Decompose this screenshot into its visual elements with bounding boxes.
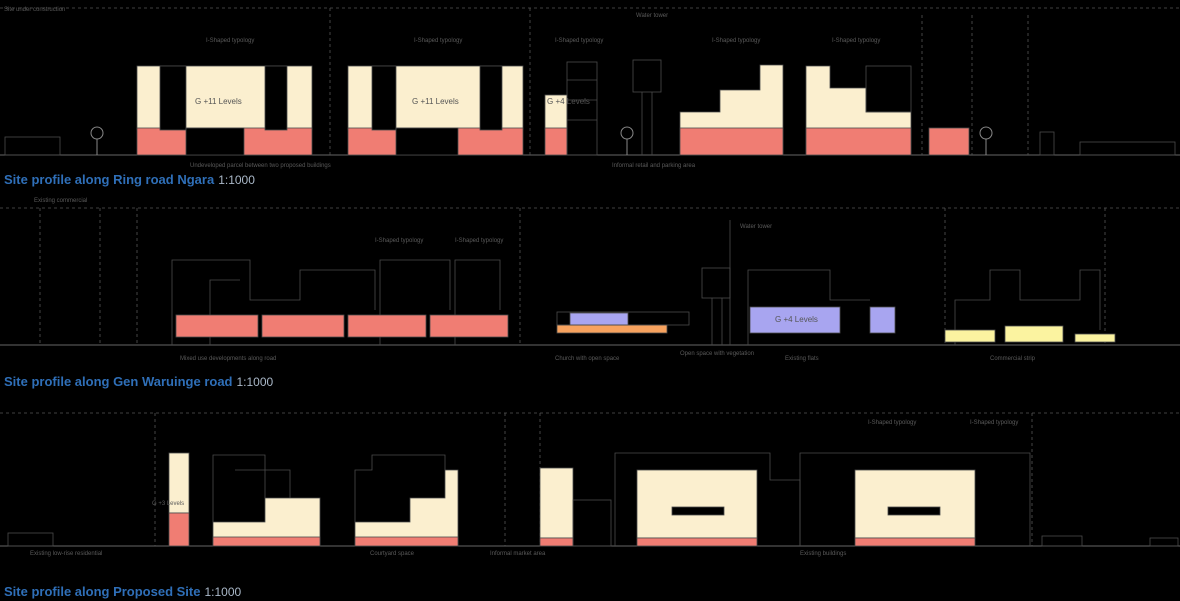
profile-scale: 1:1000: [236, 375, 274, 389]
note-typology-4: I-Shaped typology: [712, 38, 760, 44]
profile-title-text: Site profile along Gen Waruinge road: [4, 374, 233, 389]
level-label-2: G +11 Levels: [412, 97, 459, 106]
profile-title-proposed: Site profile along Proposed Site 1:1000: [4, 584, 241, 599]
note-low-rise: Existing low-rise residential: [30, 551, 102, 557]
note-informal-market: Informal market area: [490, 551, 546, 557]
note-open-space: Open space with vegetation: [680, 351, 754, 357]
note-typology-7: I-Shaped typology: [455, 238, 503, 244]
profile-ring-road: [0, 7, 1180, 156]
level-label-4: G +4 Levels: [775, 315, 818, 324]
note-water-tower: Water tower: [636, 13, 668, 19]
note-typology-2: I-Shaped typology: [414, 38, 462, 44]
profile-scale: 1:1000: [218, 173, 255, 187]
profile-title-ring-road: Site profile along Ring road Ngara 1:1000: [4, 172, 255, 187]
note-existing-buildings: Existing buildings: [800, 551, 846, 557]
note-courtyard: Courtyard space: [370, 551, 415, 557]
profile-title-text: Site profile along Proposed Site: [4, 584, 201, 599]
note-typology-6: I-Shaped typology: [375, 238, 423, 244]
water-tower: [632, 59, 662, 155]
profile-proposed-site: [0, 412, 1180, 547]
profile-waruinge-road: [0, 207, 1180, 346]
note-undeveloped: Undeveloped parcel between two proposed …: [190, 163, 331, 169]
note-commercial-strip: Commercial strip: [990, 356, 1036, 362]
level-label-3: G +4 Levels: [547, 97, 590, 106]
note-typology-8: I-Shaped typology: [868, 420, 916, 426]
level-label-5: G +3 Levels: [152, 501, 184, 507]
note-typology-5: I-Shaped typology: [832, 38, 880, 44]
profile-title-waruinge: Site profile along Gen Waruinge road 1:10…: [4, 374, 273, 389]
tree-icon: [90, 126, 993, 155]
note-existing-commercial: Existing commercial: [34, 198, 87, 204]
note-typology-3: I-Shaped typology: [555, 38, 603, 44]
note-water-tower-2: Water tower: [740, 224, 772, 230]
building-2: [347, 65, 524, 156]
profile-title-text: Site profile along Ring road Ngara: [4, 172, 215, 187]
building-1: [136, 65, 313, 156]
profile-scale: 1:1000: [204, 585, 242, 599]
building-4: [679, 64, 784, 156]
note-flats: Existing flats: [785, 356, 819, 362]
note-typology-9: I-Shaped typology: [970, 420, 1018, 426]
note-mixed-use: Mixed use developments along road: [180, 356, 276, 362]
note-church: Church with open space: [555, 356, 620, 362]
note-construction: Site under construction: [4, 7, 65, 13]
level-label-1: G +11 Levels: [195, 97, 242, 106]
building-5: [805, 65, 912, 156]
building-3: [544, 61, 598, 156]
note-typology-1: I-Shaped typology: [206, 38, 254, 44]
note-informal: Informal retail and parking area: [612, 163, 696, 169]
